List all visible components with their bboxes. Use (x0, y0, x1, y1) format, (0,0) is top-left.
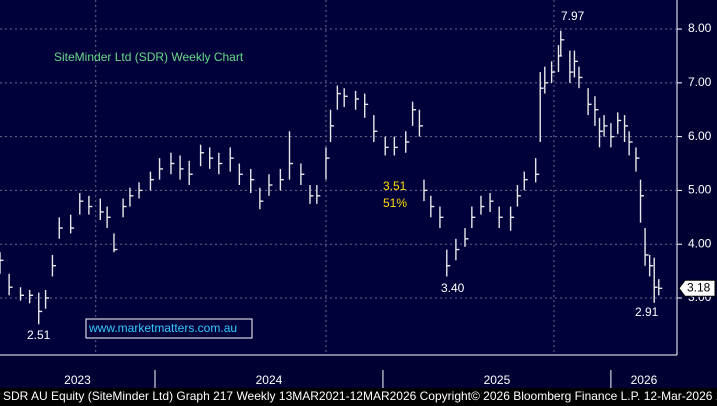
y-tick-label: 8.00 (688, 21, 712, 35)
marks (0, 30, 663, 325)
plot-area (0, 0, 677, 355)
footer-band (0, 388, 717, 406)
annotation: 7.97 (561, 9, 585, 23)
x-tick-label: 2024 (256, 373, 283, 387)
x-tick-label: 2025 (484, 373, 511, 387)
y-tick-label: 4.00 (688, 236, 712, 250)
watermark-box (85, 318, 253, 339)
x-tick-label: 2023 (64, 373, 91, 387)
annotation: 51% (383, 196, 407, 210)
watermark: www.marketmatters.com.au (88, 321, 237, 335)
grid (0, 0, 677, 355)
y-tick-label: 6.00 (688, 129, 712, 143)
chart-title: SiteMinder Ltd (SDR) Weekly Chart (54, 50, 244, 64)
last-value-pointer (678, 279, 716, 297)
x-tick-label: 2026 (631, 373, 658, 387)
annotation: 3.51 (383, 179, 407, 193)
y-tick-label: 5.00 (688, 183, 712, 197)
annotation: 2.51 (27, 328, 51, 342)
last-value-label: 3.18 (687, 280, 711, 294)
y-tick-label: 7.00 (688, 75, 712, 89)
footer: SDR AU Equity (SiteMinder Ltd) Graph 217… (3, 389, 717, 403)
annotation: 3.40 (441, 281, 465, 295)
annotation: 2.91 (635, 305, 659, 319)
